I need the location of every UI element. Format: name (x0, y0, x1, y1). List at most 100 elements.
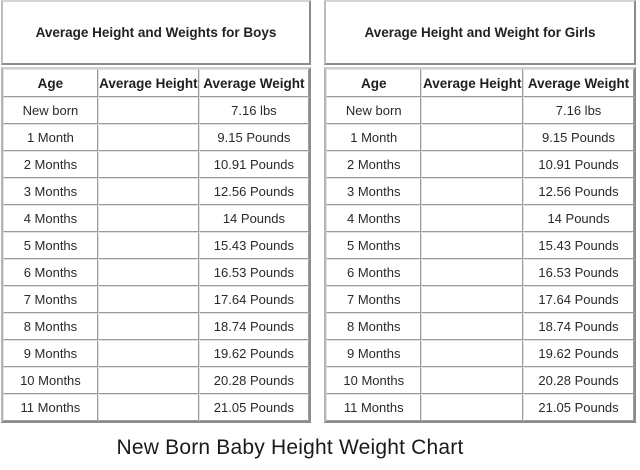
table-row: 5 Months 15.43 Pounds (326, 232, 634, 259)
age-cell: 11 Months (326, 394, 422, 421)
average-weight-header: Average Weight (523, 69, 634, 97)
average-height-header: Average Height (97, 69, 199, 97)
table-row: 10 Months 20.28 Pounds (326, 367, 634, 394)
age-cell: 4 Months (326, 205, 422, 232)
age-cell: 7 Months (326, 286, 422, 313)
age-cell: 3 Months (326, 178, 422, 205)
age-cell: New born (3, 97, 98, 124)
weight-cell: 10.91 Pounds (198, 151, 309, 178)
age-cell: 6 Months (3, 259, 98, 286)
height-cell (97, 232, 199, 259)
weight-cell: 10.91 Pounds (523, 151, 634, 178)
height-cell (97, 367, 199, 394)
height-cell (421, 232, 524, 259)
weight-cell: 18.74 Pounds (198, 313, 309, 340)
age-cell: 2 Months (3, 151, 98, 178)
age-header: Age (3, 69, 98, 97)
table-row: 2 Months 10.91 Pounds (326, 151, 634, 178)
height-cell (421, 340, 524, 367)
weight-cell: 12.56 Pounds (523, 178, 634, 205)
table-row: 8 Months 18.74 Pounds (3, 313, 309, 340)
weight-cell: 19.62 Pounds (198, 340, 309, 367)
table-row: 7 Months 17.64 Pounds (3, 286, 309, 313)
height-cell (421, 151, 524, 178)
table-row: New born 7.16 lbs (3, 97, 309, 124)
height-cell (421, 124, 524, 151)
boys-panel: Average Height and Weights for Boys Age … (1, 0, 311, 423)
height-cell (421, 367, 524, 394)
girls-table: Age Average Height Average Weight New bo… (324, 67, 636, 423)
height-cell (421, 205, 524, 232)
height-cell (97, 151, 199, 178)
height-cell (97, 286, 199, 313)
weight-cell: 7.16 lbs (523, 97, 634, 124)
weight-cell: 14 Pounds (198, 205, 309, 232)
weight-cell: 17.64 Pounds (198, 286, 309, 313)
weight-cell: 18.74 Pounds (523, 313, 634, 340)
girls-panel: Average Height and Weight for Girls Age … (324, 0, 636, 423)
table-row: 6 Months 16.53 Pounds (326, 259, 634, 286)
weight-cell: 17.64 Pounds (523, 286, 634, 313)
table-row: 9 Months 19.62 Pounds (326, 340, 634, 367)
height-cell (97, 313, 199, 340)
age-cell: 10 Months (326, 367, 422, 394)
age-cell: 9 Months (326, 340, 422, 367)
girls-header-row: Age Average Height Average Weight (326, 69, 634, 97)
age-cell: 6 Months (326, 259, 422, 286)
height-cell (97, 178, 199, 205)
boys-table: Age Average Height Average Weight New bo… (1, 67, 311, 423)
age-cell: 8 Months (3, 313, 98, 340)
height-cell (97, 205, 199, 232)
height-cell (421, 178, 524, 205)
table-row: 3 Months 12.56 Pounds (3, 178, 309, 205)
height-cell (97, 259, 199, 286)
table-row: 10 Months 20.28 Pounds (3, 367, 309, 394)
height-cell (97, 340, 199, 367)
weight-cell: 15.43 Pounds (523, 232, 634, 259)
weight-cell: 19.62 Pounds (523, 340, 634, 367)
average-weight-header: Average Weight (198, 69, 309, 97)
girls-table-title: Average Height and Weight for Girls (324, 0, 636, 65)
weight-cell: 20.28 Pounds (198, 367, 309, 394)
weight-cell: 21.05 Pounds (198, 394, 309, 421)
weight-cell: 7.16 lbs (198, 97, 309, 124)
age-cell: 7 Months (3, 286, 98, 313)
weight-cell: 9.15 Pounds (523, 124, 634, 151)
weight-cell: 14 Pounds (523, 205, 634, 232)
age-cell: 11 Months (3, 394, 98, 421)
age-cell: New born (326, 97, 422, 124)
table-row: 6 Months 16.53 Pounds (3, 259, 309, 286)
table-row: 11 Months 21.05 Pounds (326, 394, 634, 421)
weight-cell: 20.28 Pounds (523, 367, 634, 394)
table-row: 11 Months 21.05 Pounds (3, 394, 309, 421)
height-cell (421, 313, 524, 340)
age-cell: 9 Months (3, 340, 98, 367)
table-row: 1 Month 9.15 Pounds (326, 124, 634, 151)
height-cell (421, 286, 524, 313)
height-cell (421, 259, 524, 286)
height-cell (421, 394, 524, 421)
height-cell (421, 97, 524, 124)
table-row: 4 Months 14 Pounds (326, 205, 634, 232)
weight-cell: 16.53 Pounds (198, 259, 309, 286)
chart-caption: New Born Baby Height Weight Chart (116, 436, 464, 459)
age-cell: 10 Months (3, 367, 98, 394)
age-cell: 8 Months (326, 313, 422, 340)
table-row: 8 Months 18.74 Pounds (326, 313, 634, 340)
age-cell: 5 Months (326, 232, 422, 259)
height-cell (97, 394, 199, 421)
girls-table-body: New born 7.16 lbs 1 Month 9.15 Pounds 2 Mont… (326, 97, 634, 421)
weight-cell: 21.05 Pounds (523, 394, 634, 421)
height-cell (97, 97, 199, 124)
weight-cell: 9.15 Pounds (198, 124, 309, 151)
age-cell: 1 Month (3, 124, 98, 151)
weight-cell: 15.43 Pounds (198, 232, 309, 259)
table-row: 4 Months 14 Pounds (3, 205, 309, 232)
boys-table-body: New born 7.16 lbs 1 Month 9.15 Pounds 2 Mont… (3, 97, 309, 421)
age-cell: 3 Months (3, 178, 98, 205)
table-row: 9 Months 19.62 Pounds (3, 340, 309, 367)
weight-cell: 16.53 Pounds (523, 259, 634, 286)
age-cell: 5 Months (3, 232, 98, 259)
table-row: 3 Months 12.56 Pounds (326, 178, 634, 205)
table-row: 2 Months 10.91 Pounds (3, 151, 309, 178)
